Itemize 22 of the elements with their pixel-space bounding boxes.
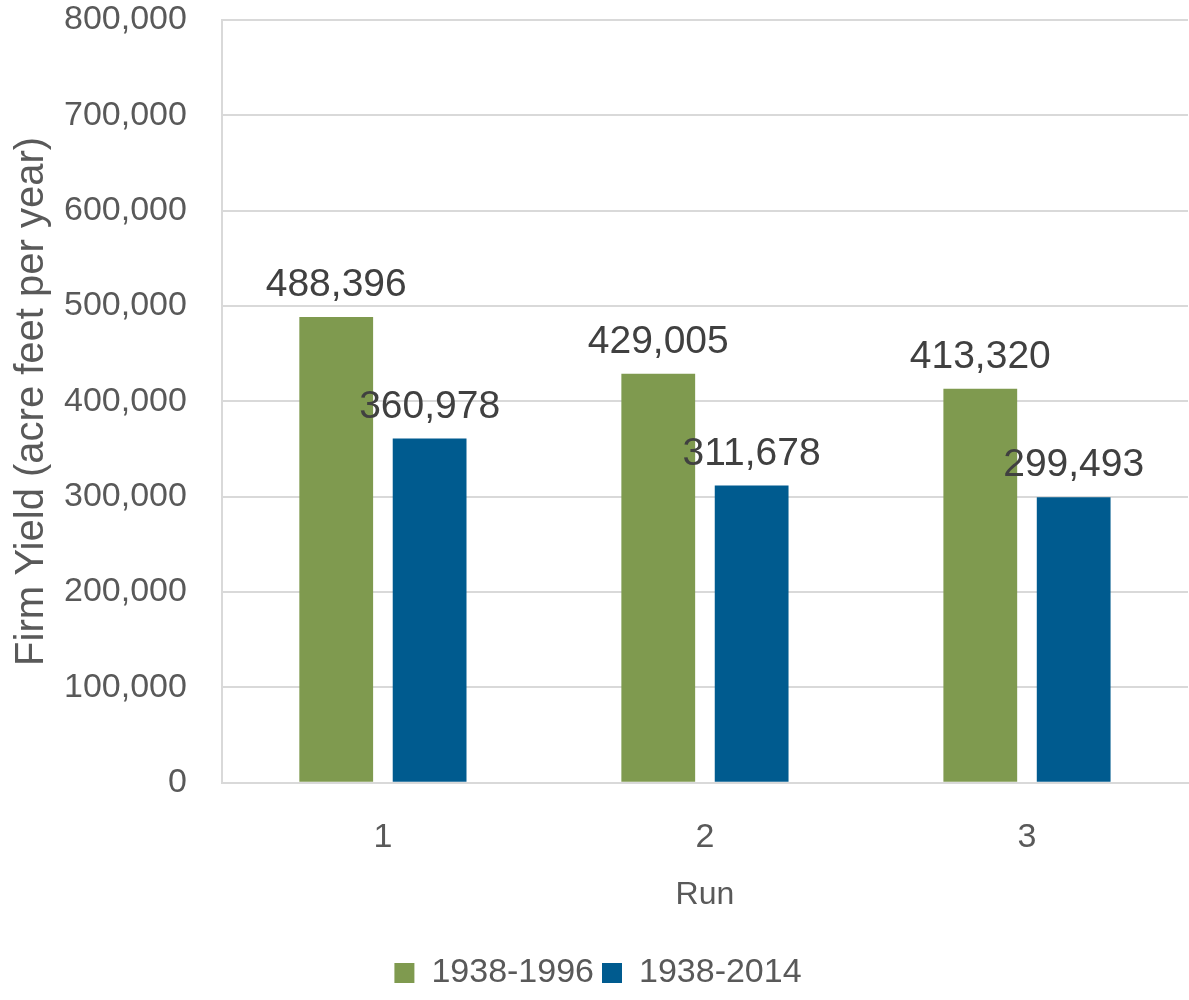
bar xyxy=(1036,497,1111,782)
x-tick-label: 2 xyxy=(695,815,715,854)
data-label: 413,320 xyxy=(909,332,1051,376)
y-tick-label: 0 xyxy=(167,761,187,800)
data-label: 488,396 xyxy=(265,261,407,305)
y-axis-title: Firm Yield (acre feet per year) xyxy=(7,136,52,666)
bar xyxy=(714,485,789,782)
y-tick-label: 800,000 xyxy=(64,0,187,37)
y-tick-label: 100,000 xyxy=(64,665,187,704)
x-tick-label: 3 xyxy=(1017,815,1037,854)
y-tick-label: 700,000 xyxy=(64,93,187,132)
y-tick-label: 300,000 xyxy=(64,475,187,514)
x-axis-title: Run xyxy=(675,874,735,911)
data-label: 429,005 xyxy=(587,317,729,361)
y-tick-label: 600,000 xyxy=(64,189,187,228)
y-tick-label: 200,000 xyxy=(64,570,187,609)
x-tick-label: 1 xyxy=(373,815,393,854)
y-tick-label: 500,000 xyxy=(64,284,187,323)
y-tick-label: 400,000 xyxy=(64,379,187,418)
bar xyxy=(392,438,467,782)
legend-label: 1938-1996 xyxy=(431,951,595,990)
legend-label: 1938-2014 xyxy=(639,951,802,990)
